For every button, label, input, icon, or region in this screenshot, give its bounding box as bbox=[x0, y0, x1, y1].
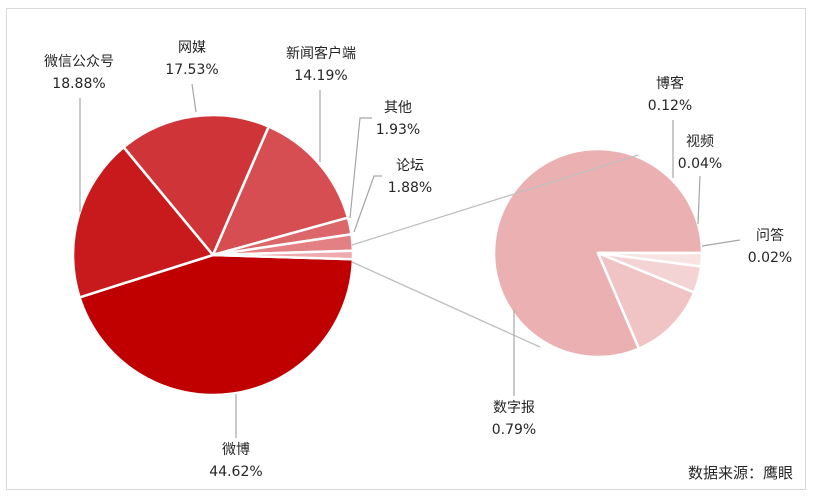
label-name-forum: 论坛 bbox=[396, 158, 424, 174]
label-name-web-media: 网媒 bbox=[178, 40, 206, 56]
label-value-digital-paper: 0.79% bbox=[492, 422, 536, 438]
connector-lower bbox=[351, 261, 541, 348]
label-value-weibo: 44.62% bbox=[209, 464, 262, 480]
secondary-pie bbox=[492, 147, 704, 359]
main-slice-weibo bbox=[78, 253, 355, 397]
label-name-blog: 博客 bbox=[656, 75, 684, 92]
label-name-video: 视频 bbox=[686, 134, 714, 150]
main-slice-web-media bbox=[122, 113, 270, 257]
connector-upper bbox=[351, 154, 639, 246]
label-name-wechat: 微信公众号 bbox=[44, 54, 114, 70]
label-name-news-app: 新闻客户端 bbox=[286, 45, 356, 62]
label-name-qa: 问答 bbox=[756, 227, 784, 244]
main-pie bbox=[71, 113, 355, 397]
source-note: 数据来源：鹰眼 bbox=[687, 464, 793, 482]
connector-lines bbox=[351, 154, 639, 348]
secondary-slice-digital-paper bbox=[492, 147, 704, 359]
main-slice-news-app bbox=[211, 125, 350, 257]
label-value-other: 1.93% bbox=[376, 122, 420, 138]
leader-line-qa bbox=[701, 239, 741, 247]
label-name-other: 其他 bbox=[384, 100, 412, 116]
leader-line-other bbox=[349, 117, 372, 219]
data-labels: 微博 44.62% 微信公众号 18.88% 网媒 17.53% 新闻客户端 14.19% 其他… bbox=[44, 40, 792, 480]
label-name-digital-paper: 数字报 bbox=[493, 400, 535, 416]
label-name-weibo: 微博 bbox=[222, 441, 250, 458]
leader-line-web-media bbox=[191, 83, 197, 113]
label-value-wechat: 18.88% bbox=[52, 76, 105, 92]
main-slice-slice-6 bbox=[211, 249, 355, 261]
label-value-blog: 0.12% bbox=[648, 98, 692, 114]
label-value-web-media: 17.53% bbox=[165, 62, 218, 78]
secondary-slice-blog bbox=[596, 251, 696, 350]
leader-lines bbox=[79, 83, 741, 438]
main-slice-wechat bbox=[71, 145, 215, 299]
leader-line-forum bbox=[353, 175, 382, 233]
label-value-video: 0.04% bbox=[678, 156, 722, 172]
label-value-qa: 0.02% bbox=[748, 250, 792, 266]
secondary-slice-qa bbox=[596, 251, 704, 268]
label-value-forum: 1.88% bbox=[388, 180, 432, 196]
leader-line-video bbox=[697, 175, 701, 225]
label-value-news-app: 14.19% bbox=[294, 68, 347, 84]
